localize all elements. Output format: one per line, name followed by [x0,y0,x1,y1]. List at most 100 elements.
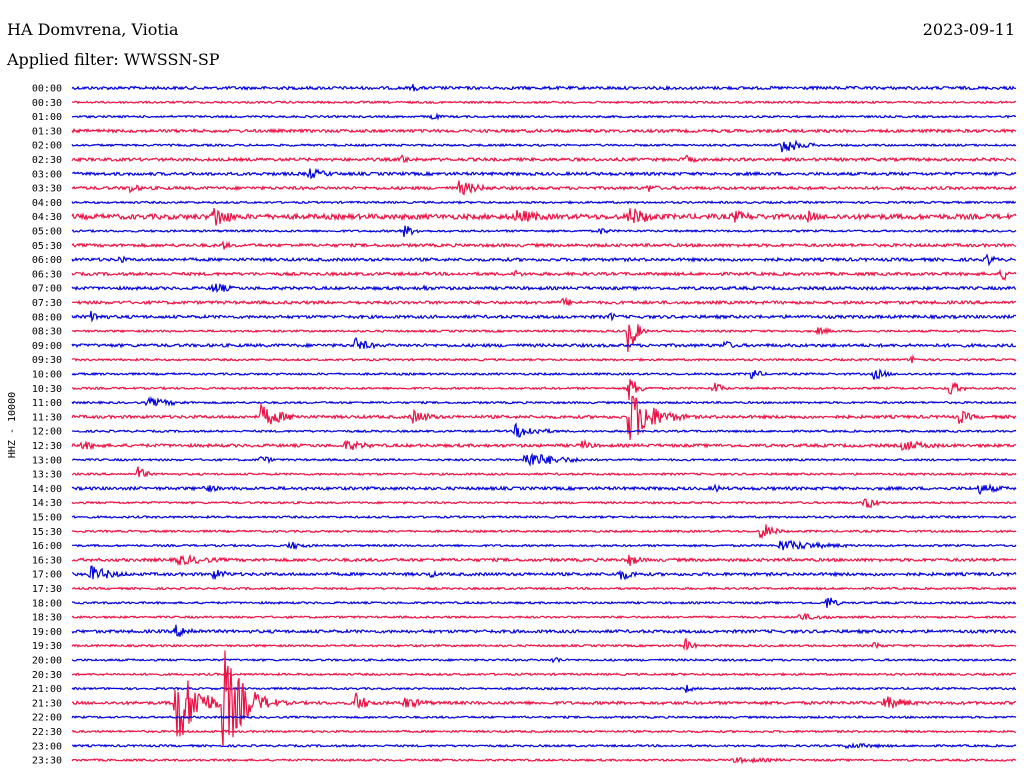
trace-row-0900 [71,336,1017,350]
trace-row-0400 [71,200,1017,205]
time-tick-label: 03:00 [32,169,62,180]
trace-row-1800 [71,597,1017,608]
trace-row-0700 [71,282,1017,294]
trace-row-0630 [71,268,1017,282]
time-tick-label: 06:30 [32,269,62,280]
trace-row-2100 [71,684,1017,693]
trace-row-2030 [71,671,1017,677]
time-tick-label: 10:30 [32,384,62,395]
time-tick-label: 14:00 [32,484,62,495]
trace-row-0300 [71,167,1017,180]
trace-row-2230 [71,729,1017,734]
time-tick-label: 02:30 [32,155,62,166]
time-tick-label: 08:00 [32,312,62,323]
filter-label: Applied filter: WWSSN-SP [7,50,220,69]
trace-row-1430 [71,498,1017,509]
time-tick-labels: 00:00 00:30 01:00 01:30 02:00 02:30 03:00 03:30… [32,84,62,767]
trace-row-1230 [71,438,1017,451]
time-tick-label: 07:00 [32,284,62,295]
trace-row-1700 [71,565,1017,581]
time-tick-label: 09:30 [32,355,62,366]
time-tick-label: 20:00 [32,656,62,667]
trace-row-1830 [71,612,1017,621]
trace-row-0800 [71,310,1017,323]
trace-row-2330 [71,756,1017,765]
time-tick-label: 08:30 [32,327,62,338]
time-tick-label: 18:30 [32,613,62,624]
time-tick-label: 06:00 [32,255,62,266]
trace-row-1030 [71,379,1017,401]
trace-row-0430 [71,208,1017,226]
trace-row-0230 [71,154,1017,164]
time-tick-label: 04:00 [32,198,62,209]
time-tick-label: 04:30 [32,212,62,223]
trace-row-0730 [71,296,1017,306]
trace-row-0600 [71,253,1017,267]
trace-row-1600 [72,539,1017,551]
trace-row-1330 [71,466,1017,478]
time-tick-label: 23:00 [32,741,62,752]
time-tick-label: 00:00 [32,84,62,95]
time-tick-label: 05:00 [32,227,62,238]
time-tick-label: 16:00 [32,541,62,552]
trace-row-0030 [71,100,1016,105]
trace-row-0500 [71,225,1017,237]
time-tick-label: 12:30 [32,441,62,452]
trace-row-2130 [71,650,1016,748]
time-tick-label: 15:30 [32,527,62,538]
trace-row-0000 [71,84,1017,92]
trace-group [71,84,1017,765]
station-title: HA Domvrena, Viotia [7,20,179,39]
trace-row-1630 [71,553,1017,567]
time-tick-label: 11:30 [32,412,62,423]
time-tick-label: 22:30 [32,727,62,738]
trace-row-0200 [71,139,1017,153]
time-tick-label: 17:00 [32,570,62,581]
trace-row-1000 [71,368,1017,380]
time-tick-label: 19:30 [32,641,62,652]
trace-row-2000 [71,657,1017,664]
trace-row-0330 [71,180,1017,196]
time-tick-label: 12:00 [32,427,62,438]
trace-row-0130 [71,127,1017,134]
time-tick-label: 13:30 [32,470,62,481]
time-tick-label: 22:00 [32,713,62,724]
trace-row-0530 [71,240,1017,250]
time-tick-label: 10:00 [32,370,62,381]
time-tick-label: 18:00 [32,598,62,609]
record-date: 2023-09-11 [922,20,1015,39]
trace-row-1300 [71,452,1017,467]
trace-row-1400 [71,482,1017,496]
trace-row-0100 [71,112,1017,121]
time-tick-label: 15:00 [32,513,62,524]
time-tick-label: 23:30 [32,756,62,767]
time-tick-label: 11:00 [32,398,62,409]
time-tick-label: 02:00 [32,141,62,152]
time-tick-label: 16:30 [32,555,62,566]
trace-row-1900 [71,624,1017,637]
trace-row-1100 [71,395,1017,407]
time-tick-label: 01:00 [32,112,62,123]
time-tick-label: 17:30 [32,584,62,595]
time-tick-label: 03:30 [32,184,62,195]
time-tick-label: 19:00 [32,627,62,638]
time-tick-label: 21:30 [32,698,62,709]
trace-row-1730 [71,586,1017,591]
trace-row-0830 [71,324,1017,353]
trace-row-2200 [71,714,1017,720]
trace-row-0930 [71,354,1017,364]
y-axis-label: HHZ - 10000 [7,392,18,458]
trace-row-1200 [72,422,1017,438]
time-tick-label: 09:00 [32,341,62,352]
time-tick-label: 05:30 [32,241,62,252]
time-tick-label: 21:00 [32,684,62,695]
time-tick-label: 00:30 [32,98,62,109]
time-tick-label: 07:30 [32,298,62,309]
trace-row-1130 [71,395,1017,441]
trace-row-1500 [71,514,1017,520]
time-tick-label: 13:00 [32,455,62,466]
time-tick-label: 20:30 [32,670,62,681]
trace-row-2300 [71,742,1017,750]
trace-row-1530 [71,524,1017,540]
